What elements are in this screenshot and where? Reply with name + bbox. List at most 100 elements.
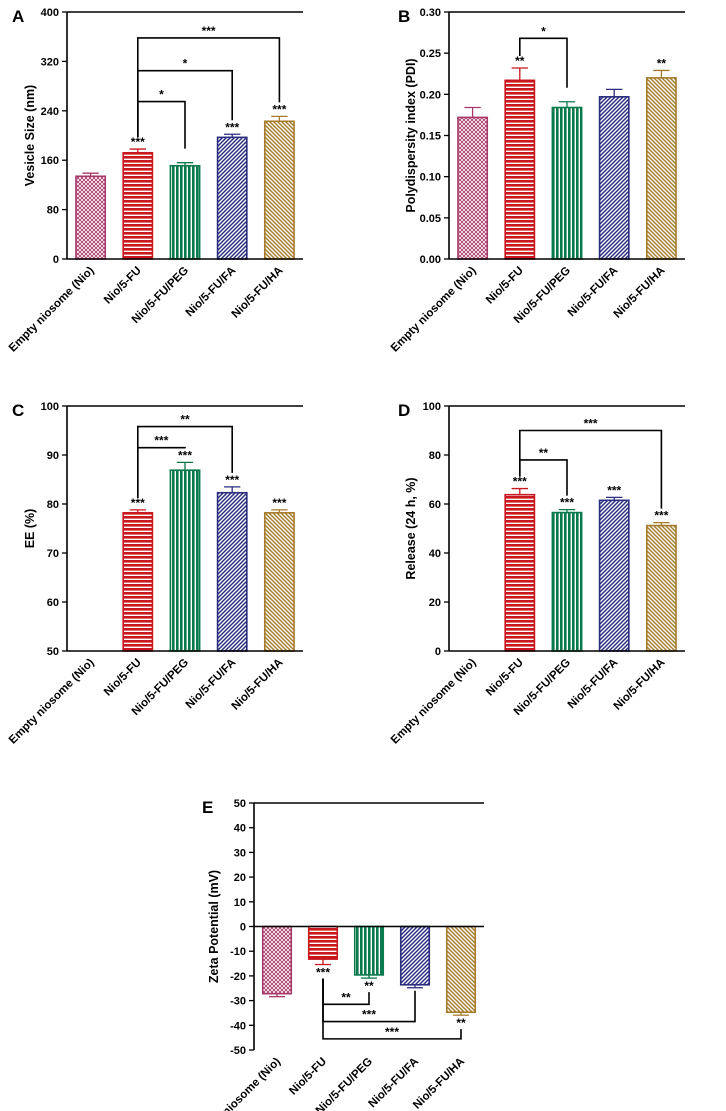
y-tick-label: -30 <box>230 996 246 1008</box>
bar-empty <box>75 175 107 260</box>
significance-bracket <box>322 978 462 1040</box>
significance-label-fu: *** <box>131 135 145 149</box>
significance-bracket <box>137 425 233 498</box>
significance-label-ha: *** <box>272 102 286 116</box>
y-tick-label: 0.00 <box>420 254 441 266</box>
y-tick-label: -40 <box>230 1020 246 1032</box>
bar-fu <box>122 512 154 652</box>
bar-fa <box>216 491 248 652</box>
bracket-label: *** <box>154 434 168 448</box>
y-tick-label: 40 <box>234 823 246 835</box>
y-tick-label: 240 <box>41 106 59 118</box>
y-tick-label: -10 <box>230 946 246 958</box>
y-tick-label: 50 <box>234 798 246 810</box>
x-category-label: Nio/5-FU <box>102 657 144 699</box>
bar-fa <box>598 96 630 260</box>
y-tick-label: 80 <box>47 205 59 217</box>
y-tick-label: 20 <box>234 872 246 884</box>
significance-bracket <box>137 37 281 138</box>
x-category-label: Empty niosome (Nio) <box>7 657 97 747</box>
significance-label-ha: ** <box>456 1016 466 1030</box>
bar-ha <box>263 512 295 652</box>
y-tick-label: 30 <box>234 847 246 859</box>
bar-fu <box>504 493 536 652</box>
y-axis-label: EE (%) <box>23 509 37 549</box>
bracket-label: * <box>183 57 188 71</box>
y-tick-label: 60 <box>429 499 441 511</box>
bar-peg <box>551 106 583 260</box>
y-tick-label: 0.20 <box>420 89 441 101</box>
y-tick-label: 90 <box>47 450 59 462</box>
bar-fu <box>122 151 154 260</box>
y-tick-label: 400 <box>41 7 59 19</box>
bracket-label: ** <box>539 446 549 460</box>
bar-fu <box>504 79 536 260</box>
bar-fa <box>216 136 248 260</box>
bracket-label: *** <box>362 1008 376 1022</box>
significance-label-fu: *** <box>131 496 145 510</box>
y-tick-label: 100 <box>423 401 441 413</box>
significance-label-ha: *** <box>654 509 668 523</box>
y-tick-label: 40 <box>429 548 441 560</box>
y-tick-label: 80 <box>429 450 441 462</box>
bar-peg <box>551 511 583 652</box>
significance-label-fu: ** <box>515 54 525 68</box>
bar-ha <box>645 524 677 652</box>
bar-ha <box>645 77 677 260</box>
x-category-label: Nio/5-FU <box>484 657 526 699</box>
panel-c-ee: CEE (%)5060708090100*****************Emp… <box>7 401 303 746</box>
y-tick-label: 0.25 <box>420 48 441 60</box>
x-category-label: Nio/5-FU <box>287 1056 329 1098</box>
x-category-label: Empty niosome (Nio) <box>389 265 479 355</box>
bar-empty <box>457 116 489 260</box>
y-tick-label: 20 <box>429 597 441 609</box>
panel-e-zeta-potential: E Zeta Potential (mV) -50 -40 -30 -20 -10 0 10 20… <box>193 798 484 1111</box>
bracket-label: *** <box>584 417 598 431</box>
y-tick-label: 50 <box>47 646 59 658</box>
significance-label-fu: *** <box>513 475 527 489</box>
bracket-label: *** <box>202 24 216 38</box>
significance-bracket <box>519 429 663 509</box>
bar-peg <box>169 164 201 260</box>
y-tick-label: 100 <box>41 401 59 413</box>
bracket-label: ** <box>180 413 190 427</box>
bar-fa <box>399 925 431 986</box>
bracket-label: ** <box>341 990 351 1004</box>
x-category-label: Empty niosome (Nio) <box>7 265 97 355</box>
bar-fa <box>598 499 630 652</box>
panel-e-letter: E <box>202 798 213 817</box>
y-axis-label: Release (24 h, %) <box>404 477 418 579</box>
x-category-label: Empty niosome (Nio) <box>193 1056 283 1111</box>
bar-peg <box>169 469 201 652</box>
significance-label-peg: *** <box>560 496 574 510</box>
x-category-label: Empty niosome (Nio) <box>389 657 479 747</box>
y-tick-label: 320 <box>41 56 59 68</box>
bar-ha <box>263 120 295 260</box>
significance-label-fu: *** <box>316 966 330 980</box>
panel-d-letter: D <box>398 401 410 420</box>
y-tick-label: 0 <box>240 922 246 934</box>
y-tick-label: -20 <box>230 971 246 983</box>
bar-peg <box>353 925 385 976</box>
bar-fu <box>307 925 339 960</box>
y-tick-label: 0.15 <box>420 131 441 143</box>
significance-label-fa: *** <box>607 483 621 497</box>
y-axis-label: Polydispersity index (PDI) <box>404 58 418 212</box>
bar-empty <box>261 925 293 995</box>
y-axis-label: Vesicle Size (nm) <box>23 85 37 186</box>
significance-label-fa: *** <box>225 473 239 487</box>
significance-bracket <box>137 100 186 149</box>
significance-label-ha: *** <box>272 496 286 510</box>
significance-bracket <box>519 37 568 88</box>
panel-a-letter: A <box>12 7 24 26</box>
y-tick-label: 0 <box>53 254 59 266</box>
panel-b-pdi: B Polydispersity index (PDI) 0.00 0.05 0.10 0… <box>389 7 685 354</box>
panel-b-letter: B <box>398 7 410 26</box>
x-category-label: Nio/5-FU <box>484 265 526 307</box>
y-tick-label: -50 <box>230 1045 246 1057</box>
significance-label-fa: *** <box>225 120 239 134</box>
y-tick-label: 80 <box>47 499 59 511</box>
